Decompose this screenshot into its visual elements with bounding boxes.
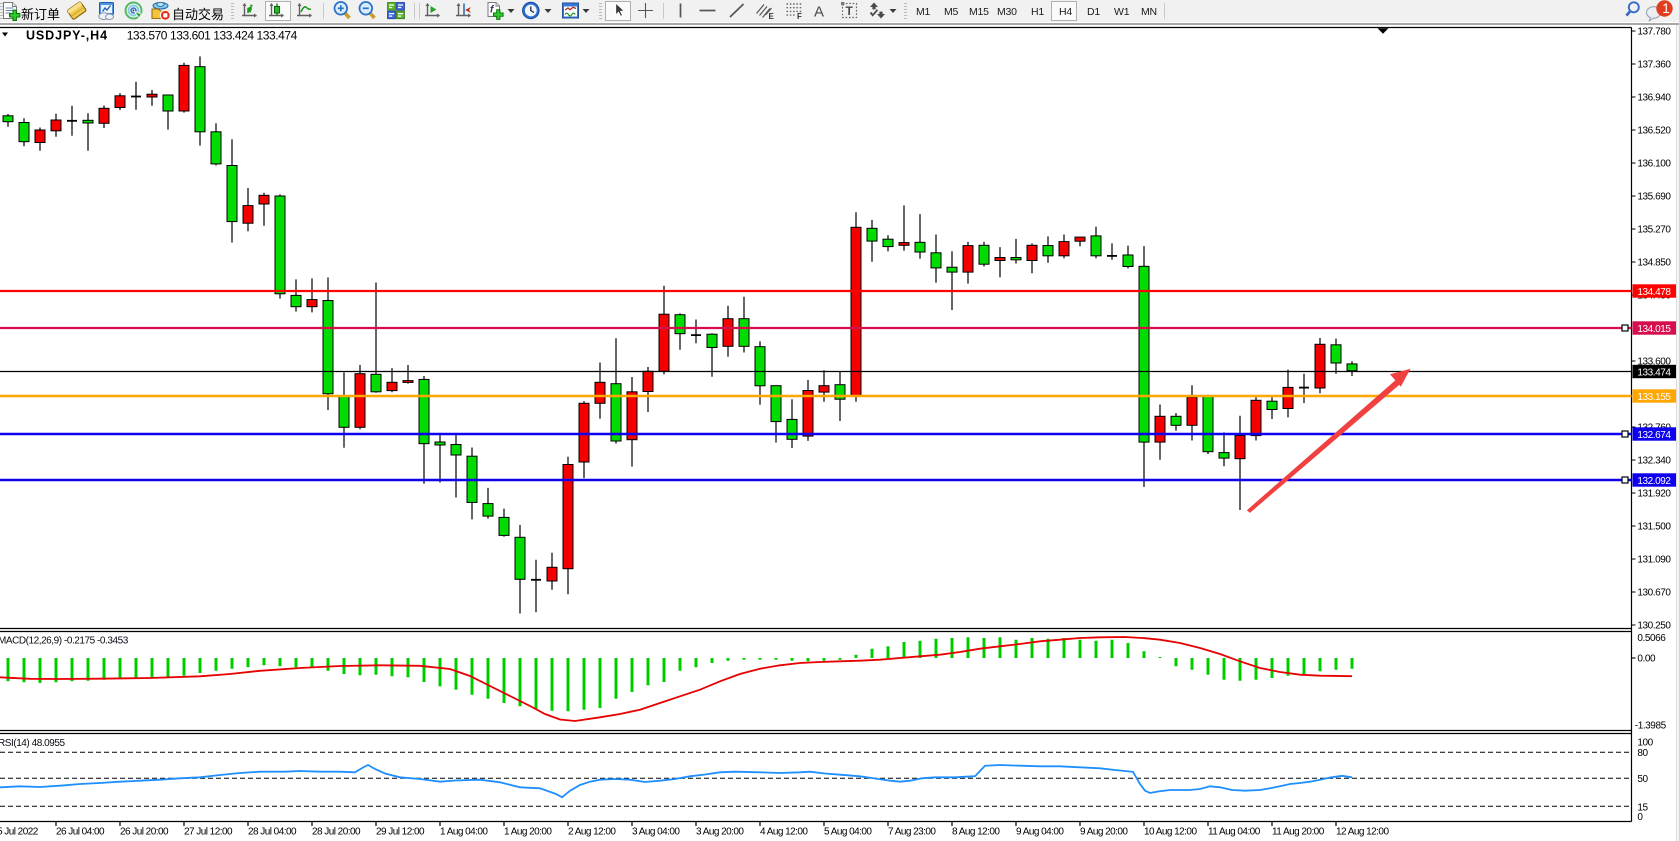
- svg-text:28 Jul 20:00: 28 Jul 20:00: [312, 826, 361, 837]
- svg-text:133.155: 133.155: [1637, 392, 1671, 403]
- svg-text:2 Aug 12:00: 2 Aug 12:00: [568, 826, 616, 837]
- svg-text:136.520: 136.520: [1637, 126, 1671, 137]
- svg-text:12 Aug 12:00: 12 Aug 12:00: [1336, 826, 1389, 837]
- svg-text:134.015: 134.015: [1637, 324, 1671, 335]
- svg-text:29 Jul 12:00: 29 Jul 12:00: [376, 826, 425, 837]
- svg-text:134.478: 134.478: [1637, 287, 1671, 298]
- svg-text:137.360: 137.360: [1637, 60, 1671, 71]
- svg-text:26 Jul 20:00: 26 Jul 20:00: [120, 826, 169, 837]
- svg-text:T: T: [846, 4, 854, 18]
- svg-text:100: 100: [1637, 737, 1653, 748]
- svg-text:137.780: 137.780: [1637, 27, 1671, 38]
- svg-text:132.092: 132.092: [1637, 476, 1671, 487]
- svg-text:132.674: 132.674: [1637, 430, 1671, 441]
- svg-text:USDJPY-,H4: USDJPY-,H4: [26, 28, 108, 42]
- svg-text:-1.3985: -1.3985: [1635, 720, 1667, 731]
- svg-text:8 Aug 12:00: 8 Aug 12:00: [952, 826, 1000, 837]
- svg-text:f: f: [490, 5, 495, 16]
- svg-text:130.250: 130.250: [1637, 621, 1671, 632]
- svg-text:133.474: 133.474: [1637, 367, 1671, 378]
- svg-text:7 Aug 23:00: 7 Aug 23:00: [888, 826, 936, 837]
- svg-text:133.570 133.601 133.424 133.47: 133.570 133.601 133.424 133.474: [127, 28, 298, 42]
- svg-text:26 Jul 04:00: 26 Jul 04:00: [56, 826, 105, 837]
- svg-text:133.600: 133.600: [1637, 357, 1671, 368]
- svg-text:9 Aug 04:00: 9 Aug 04:00: [1016, 826, 1064, 837]
- svg-text:5 Aug 04:00: 5 Aug 04:00: [824, 826, 872, 837]
- svg-text:1 Aug 20:00: 1 Aug 20:00: [504, 826, 552, 837]
- svg-text:135.270: 135.270: [1637, 225, 1671, 236]
- svg-text:3 Aug 20:00: 3 Aug 20:00: [696, 826, 744, 837]
- svg-text:134.850: 134.850: [1637, 258, 1671, 269]
- svg-text:0.5066: 0.5066: [1637, 633, 1666, 644]
- svg-text:131.090: 131.090: [1637, 555, 1671, 566]
- svg-text:80: 80: [1637, 748, 1648, 759]
- svg-text:50: 50: [1637, 774, 1648, 785]
- svg-text:1: 1: [1662, 1, 1670, 16]
- svg-text:A: A: [814, 4, 824, 21]
- svg-text:130.670: 130.670: [1637, 588, 1671, 599]
- svg-text:136.940: 136.940: [1637, 93, 1671, 104]
- svg-text:0: 0: [1637, 812, 1643, 823]
- svg-text:RSI(14) 48.0955: RSI(14) 48.0955: [0, 738, 66, 749]
- svg-text:136.100: 136.100: [1637, 159, 1671, 170]
- svg-text:0.00: 0.00: [1637, 654, 1656, 665]
- svg-text:E: E: [769, 12, 775, 21]
- svg-text:131.500: 131.500: [1637, 522, 1671, 533]
- svg-text:15: 15: [1637, 802, 1648, 813]
- svg-text:135.690: 135.690: [1637, 192, 1671, 203]
- svg-text:MACD(12,26,9) -0.2175 -0.3453: MACD(12,26,9) -0.2175 -0.3453: [0, 636, 129, 647]
- svg-text:11 Aug 04:00: 11 Aug 04:00: [1208, 826, 1261, 837]
- svg-text:11 Aug 20:00: 11 Aug 20:00: [1272, 826, 1325, 837]
- svg-text:10 Aug 12:00: 10 Aug 12:00: [1144, 826, 1197, 837]
- svg-text:28 Jul 04:00: 28 Jul 04:00: [248, 826, 297, 837]
- svg-text:4 Aug 12:00: 4 Aug 12:00: [760, 826, 808, 837]
- svg-text:9 Aug 20:00: 9 Aug 20:00: [1080, 826, 1128, 837]
- svg-text:27 Jul 12:00: 27 Jul 12:00: [184, 826, 233, 837]
- svg-text:25 Jul 2022: 25 Jul 2022: [0, 826, 39, 837]
- svg-text:132.340: 132.340: [1637, 456, 1671, 467]
- svg-text:3 Aug 04:00: 3 Aug 04:00: [632, 826, 680, 837]
- svg-text:1 Aug 04:00: 1 Aug 04:00: [440, 826, 488, 837]
- svg-text:131.920: 131.920: [1637, 489, 1671, 500]
- svg-text:F: F: [797, 12, 802, 21]
